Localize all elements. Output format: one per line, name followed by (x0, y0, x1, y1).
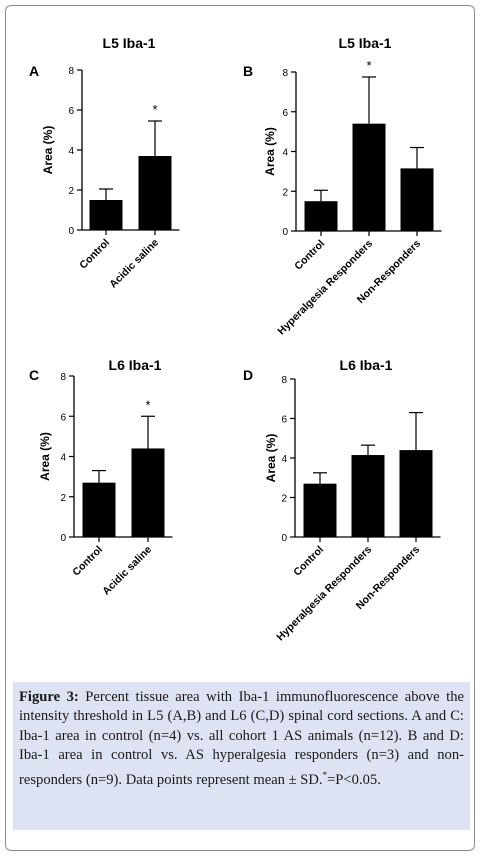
bar (352, 123, 386, 231)
y-tick-label: 6 (60, 412, 66, 423)
bar (131, 448, 165, 537)
bar (82, 482, 116, 537)
y-tick-label: 0 (68, 226, 74, 237)
panel-b: L5 Iba-1 B Area (%) 0 2 4 6 8 Control * Hyperalges… (243, 35, 442, 337)
significance-mark: * (145, 397, 150, 412)
figure-panels: L5 Iba-1 A Area (%) 0 2 4 6 8 Control * Acidic sal… (29, 35, 442, 643)
bar (304, 201, 338, 231)
x-tick-label: Control (77, 237, 112, 272)
y-tick-label: 4 (281, 454, 287, 465)
x-tick-label: Acidic saline (107, 237, 161, 291)
y-axis-label: Area (%) (41, 126, 55, 175)
panel-title: L5 Iba-1 (339, 35, 392, 51)
y-tick-label: 0 (60, 533, 66, 544)
x-tick-label: Hyperalgesia Responders (275, 238, 375, 338)
significance-mark: * (152, 102, 157, 117)
y-axis-label: Area (%) (38, 432, 52, 481)
y-tick-label: 8 (68, 66, 74, 77)
y-tick-label: 8 (282, 68, 288, 79)
y-axis-label: Area (%) (264, 434, 278, 483)
caption-body: Percent tissue area with Iba-1 immunoflu… (19, 689, 464, 788)
bar (89, 200, 123, 230)
panel-c: L6 Iba-1 C Area (%) 0 2 4 6 8 Control * Acidic sal… (29, 357, 173, 598)
y-tick-label: 2 (282, 187, 288, 198)
figure-caption: Figure 3: Percent tissue area with Iba-1… (13, 682, 470, 830)
y-tick-label: 4 (68, 146, 74, 157)
caption-label: Figure 3: (19, 689, 79, 705)
y-tick-label: 6 (68, 106, 74, 117)
y-axis-label: Area (%) (263, 127, 277, 176)
bar (303, 483, 337, 537)
panel-letter: A (29, 63, 39, 79)
panel-d: L6 Iba-1 D Area (%) 0 2 4 6 8 ControlHyperalgesi… (243, 357, 441, 643)
y-tick-label: 6 (282, 108, 288, 119)
y-tick-label: 8 (281, 375, 287, 386)
y-tick-label: 8 (60, 372, 66, 383)
panel-title: L6 Iba-1 (109, 357, 162, 373)
x-tick-label: Control (292, 238, 327, 273)
caption-sig-text: =P<0.05. (327, 771, 381, 788)
panel-a: L5 Iba-1 A Area (%) 0 2 4 6 8 Control * Acidic sal… (29, 35, 180, 291)
significance-mark: * (366, 58, 371, 73)
y-tick-label: 2 (281, 494, 287, 505)
y-tick-label: 0 (281, 533, 287, 544)
panel-letter: D (243, 367, 253, 383)
panel-title: L6 Iba-1 (340, 357, 393, 373)
panel-letter: C (29, 367, 39, 383)
bar (399, 450, 433, 537)
y-tick-label: 0 (282, 227, 288, 238)
panel-letter: B (243, 63, 253, 79)
x-tick-label: Hyperalgesia Responders (274, 544, 374, 644)
bar (138, 156, 172, 230)
y-tick-label: 6 (281, 415, 287, 426)
x-tick-label: Control (70, 544, 105, 579)
y-tick-label: 2 (60, 493, 66, 504)
bar (400, 168, 434, 231)
bar (351, 455, 385, 537)
y-tick-label: 4 (60, 453, 66, 464)
x-tick-label: Control (291, 544, 326, 579)
caption-sig-mark: * (322, 769, 328, 780)
y-tick-label: 4 (282, 148, 288, 159)
panel-title: L5 Iba-1 (103, 35, 156, 51)
y-tick-label: 2 (68, 186, 74, 197)
caption-paragraph: Figure 3: Percent tissue area with Iba-1… (19, 688, 464, 790)
x-tick-label: Acidic saline (100, 544, 154, 598)
